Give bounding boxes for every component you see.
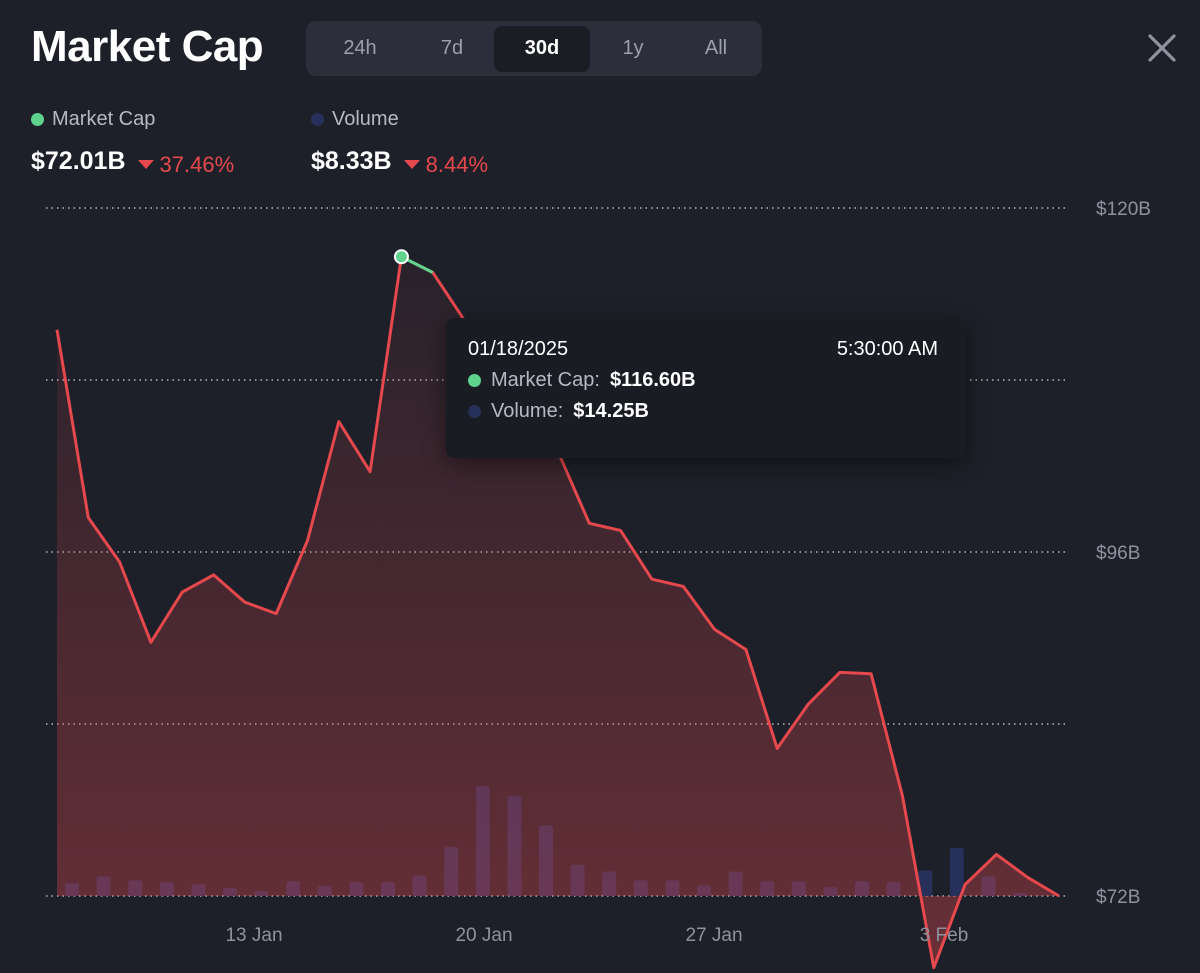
tooltip-time: 5:30:00 AM: [836, 338, 938, 360]
time-range-tabs: 24h 7d 30d 1y All: [306, 21, 762, 76]
volume-legend-label: Volume: [332, 108, 399, 130]
market-cap-point[interactable]: [303, 536, 313, 546]
market-cap-point[interactable]: [897, 791, 907, 801]
tab-7d[interactable]: 7d: [440, 37, 464, 59]
y-tick-label: $96B: [1096, 543, 1140, 564]
tooltip-date: 01/18/2025: [468, 338, 569, 360]
close-button[interactable]: [1140, 26, 1184, 70]
chart-tooltip: 01/18/2025 5:30:00 AM Market Cap: $116.6…: [446, 318, 966, 458]
volume-value: $8.33B: [311, 147, 392, 175]
page-title: Market Cap: [31, 22, 264, 71]
market-cap-point[interactable]: [741, 644, 751, 654]
x-tick-label: 20 Jan: [455, 925, 512, 946]
market-cap-legend: Market Cap $72.01B 37.46%: [31, 108, 234, 178]
market-cap-point[interactable]: [584, 518, 594, 528]
market-cap-point[interactable]: [365, 467, 375, 477]
tab-30d[interactable]: 30d: [494, 25, 590, 72]
market-cap-point[interactable]: [52, 325, 62, 335]
tooltip-market-cap-dot-icon: [468, 374, 481, 387]
market-cap-point[interactable]: [678, 581, 688, 591]
market-cap-point[interactable]: [146, 637, 156, 647]
down-arrow-icon: [137, 160, 154, 169]
hover-point[interactable]: [393, 249, 409, 265]
market-cap-point[interactable]: [177, 587, 187, 597]
market-cap-point[interactable]: [115, 557, 125, 567]
market-cap-point[interactable]: [334, 417, 344, 427]
tooltip-market-cap-label: Market Cap:: [491, 369, 600, 391]
market-cap-point[interactable]: [866, 669, 876, 679]
tab-24h[interactable]: 24h: [343, 37, 377, 59]
tab-1y[interactable]: 1y: [622, 37, 644, 59]
volume-change: 8.44%: [425, 151, 489, 177]
market-cap-point[interactable]: [960, 880, 970, 890]
close-icon: [1148, 34, 1176, 62]
market-cap-point[interactable]: [1023, 872, 1033, 882]
volume-bar: [949, 847, 964, 896]
market-cap-legend-label: Market Cap: [52, 108, 156, 130]
market-cap-point[interactable]: [772, 743, 782, 753]
market-cap-change: 37.46%: [159, 151, 235, 177]
market-cap-point[interactable]: [804, 699, 814, 709]
market-cap-area: [57, 256, 1059, 968]
market-cap-point[interactable]: [271, 609, 281, 619]
market-cap-value: $72.01B: [31, 147, 126, 175]
x-tick-label: 3 Feb: [920, 925, 969, 946]
market-cap-point[interactable]: [209, 570, 219, 580]
market-cap-dot-icon: [31, 113, 44, 126]
market-cap-point[interactable]: [616, 526, 626, 536]
market-cap-point[interactable]: [83, 513, 93, 523]
market-cap-point[interactable]: [929, 963, 939, 973]
y-tick-label: $72B: [1096, 887, 1140, 908]
market-cap-point[interactable]: [1054, 891, 1064, 901]
tooltip-volume-value: $14.25B: [573, 400, 649, 422]
tooltip-volume-dot-icon: [468, 405, 481, 418]
volume-dot-icon: [311, 113, 324, 126]
volume-bar: [918, 870, 933, 896]
y-tick-label: $120B: [1096, 199, 1151, 220]
market-cap-point[interactable]: [991, 849, 1001, 859]
down-arrow-icon: [403, 160, 420, 169]
market-cap-point[interactable]: [428, 268, 438, 278]
market-cap-point[interactable]: [647, 574, 657, 584]
tab-all[interactable]: All: [704, 37, 728, 59]
volume-legend: Volume $8.33B 8.44%: [311, 108, 488, 178]
x-tick-label: 13 Jan: [225, 925, 282, 946]
tooltip-market-cap-value: $116.60B: [609, 369, 696, 391]
x-tick-label: 27 Jan: [685, 925, 742, 946]
market-cap-point[interactable]: [240, 597, 250, 607]
tooltip-volume-label: Volume:: [491, 400, 564, 422]
market-cap-point[interactable]: [835, 667, 845, 677]
market-cap-point[interactable]: [710, 624, 720, 634]
